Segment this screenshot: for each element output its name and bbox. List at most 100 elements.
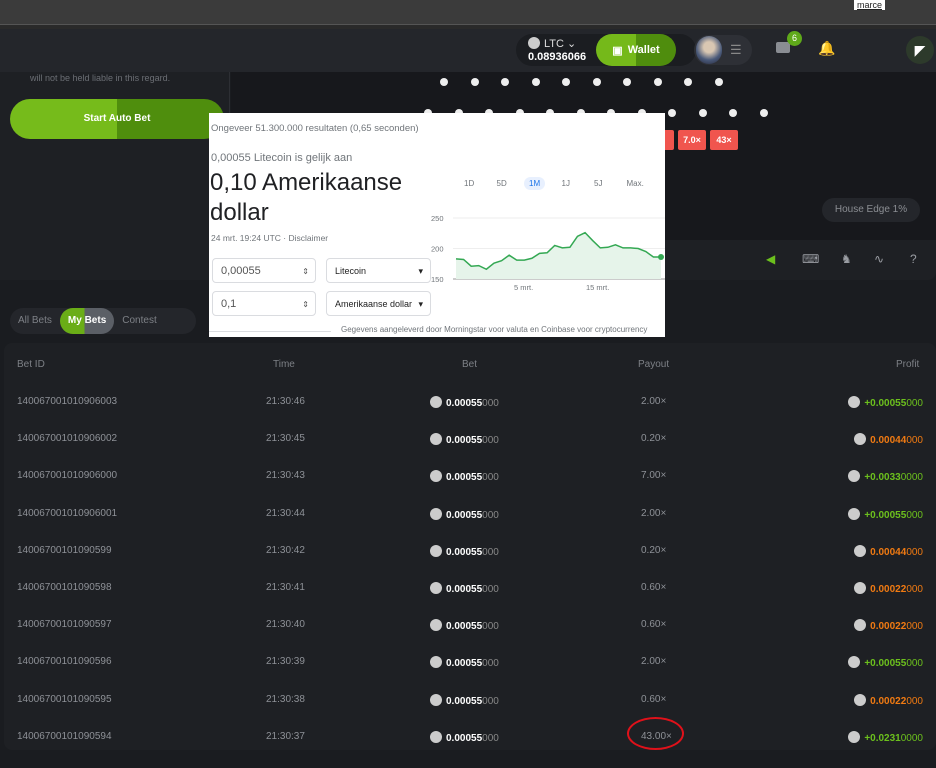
profit-tail: 000	[906, 435, 923, 447]
table-row[interactable]: 14006700101090596 21:30:39 0.00055000 2.…	[0, 656, 936, 693]
profit-tail: 000	[906, 509, 923, 521]
menu-icon[interactable]: ☰	[730, 42, 742, 57]
bet-time: 21:30:46	[266, 396, 305, 407]
profit-tail: 000	[906, 621, 923, 633]
range-tab-1m[interactable]: 1M	[524, 177, 546, 190]
bet-payout: 0.60×	[641, 582, 667, 593]
conversion-timestamp[interactable]: 24 mrt. 19:24 UTC · Disclaimer	[211, 233, 329, 243]
x-tick-label: 15 mrt.	[586, 283, 609, 292]
avatar[interactable]	[696, 36, 722, 64]
mail-count-badge: 6	[787, 31, 802, 46]
litecoin-icon	[854, 544, 867, 557]
table-row[interactable]: 14006700101090597 21:30:40 0.00055000 0.…	[0, 619, 936, 656]
price-chart: 250 200 150 5 mrt. 15 mrt.	[431, 214, 665, 292]
bet-time: 21:30:37	[266, 730, 305, 742]
bet-id[interactable]: 14006700101090599	[17, 544, 112, 556]
table-row[interactable]: 140067001010906003 21:30:46 0.00055000 2…	[0, 396, 936, 433]
mail-icon[interactable]	[776, 42, 790, 53]
bell-icon[interactable]: 🔔	[818, 40, 836, 56]
litecoin-icon	[848, 656, 861, 669]
tab-my-bets[interactable]: My Bets	[59, 308, 115, 334]
table-row[interactable]: 140067001010906001 21:30:44 0.00055000 2…	[0, 507, 936, 545]
stepper-icon[interactable]: ⇕	[302, 300, 309, 309]
stats-icon[interactable]: ∿	[874, 252, 885, 266]
conversion-result: 0,10 Amerikaanse dollar	[210, 169, 403, 226]
bet-profit: 0.00022000	[854, 619, 923, 632]
bet-id[interactable]: 140067001010906001	[17, 507, 118, 519]
to-currency-select[interactable]: Amerikaanse dollar ▾	[326, 291, 431, 316]
house-edge-badge: House Edge 1%	[822, 198, 920, 222]
litecoin-icon	[848, 396, 861, 408]
litecoin-icon	[854, 433, 867, 446]
litecoin-icon	[848, 730, 861, 743]
start-auto-bet-button[interactable]: Start Auto Bet	[10, 99, 224, 139]
y-tick-label: 150	[431, 275, 444, 284]
range-tab-1j[interactable]: 1J	[561, 179, 570, 188]
bet-profit: +0.02310000	[848, 730, 923, 744]
bets-table	[4, 343, 936, 750]
table-row[interactable]: 14006700101090595 21:30:38 0.00055000 0.…	[0, 693, 936, 731]
bet-id[interactable]: 140067001010906002	[17, 433, 118, 445]
bet-id[interactable]: 14006700101090595	[17, 693, 112, 705]
column-header-bet: Bet	[462, 359, 478, 370]
stepper-icon[interactable]: ⇕	[302, 267, 309, 276]
plinko-peg	[623, 78, 631, 86]
keyboard-icon[interactable]: ⌨	[802, 252, 820, 266]
bet-amount-main: 0.00055	[446, 435, 483, 447]
litecoin-icon	[430, 656, 442, 669]
tab-contest[interactable]: Contest	[122, 315, 157, 326]
bet-id[interactable]: 140067001010906000	[17, 470, 118, 482]
plinko-peg	[729, 109, 737, 117]
profit-tail: 000	[906, 584, 923, 595]
browser-toolbar	[0, 0, 936, 25]
range-tab-5j[interactable]: 5J	[594, 179, 603, 188]
bet-amount: 0.00055000	[430, 693, 499, 707]
bet-amount: 0.00055000	[430, 730, 499, 744]
litecoin-icon	[854, 619, 867, 632]
range-tab-max[interactable]: Max.	[626, 179, 644, 188]
site-logo-icon[interactable]: ◤	[906, 36, 934, 64]
bet-id[interactable]: 14006700101090598	[17, 582, 112, 593]
dropdown-arrow-icon: ▾	[418, 266, 423, 276]
help-icon[interactable]: ?	[910, 252, 917, 266]
table-row[interactable]: 140067001010906002 21:30:45 0.00055000 0…	[0, 433, 936, 470]
currency-selector[interactable]: LTC ⌄	[528, 37, 576, 50]
table-row[interactable]: 14006700101090594 21:30:37 0.00055000 43…	[0, 730, 936, 768]
litecoin-icon	[430, 544, 442, 557]
table-row[interactable]: 14006700101090599 21:30:42 0.00055000 0.…	[0, 544, 936, 582]
browser-user-label[interactable]: marce	[854, 0, 886, 10]
bet-profit: +0.00330000	[848, 470, 923, 483]
table-row[interactable]: 140067001010906000 21:30:43 0.00055000 7…	[0, 470, 936, 507]
bet-id[interactable]: 14006700101090597	[17, 619, 112, 631]
search-results-count: Ongeveer 51.300.000 resultaten (0,65 sec…	[211, 123, 419, 134]
from-currency-select[interactable]: Litecoin ▾	[326, 258, 431, 283]
tab-all-bets[interactable]: All Bets	[18, 315, 52, 326]
bet-id[interactable]: 14006700101090596	[17, 656, 112, 668]
plinko-peg	[714, 78, 723, 86]
browser-divider	[0, 25, 936, 29]
bet-amount-tail: 000	[482, 695, 499, 707]
bet-payout: 0.60×	[641, 693, 667, 705]
fairness-icon[interactable]: ♞	[841, 252, 852, 266]
range-tab-5d[interactable]: 5D	[496, 179, 507, 188]
bet-amount-main: 0.00055	[446, 584, 483, 595]
profit-tail: 0000	[900, 472, 923, 484]
from-amount-input[interactable]: 0,00055 ⇕	[212, 258, 316, 283]
bet-amount-main: 0.00055	[446, 621, 483, 633]
chart-area	[456, 232, 661, 279]
bet-amount-tail: 000	[482, 398, 499, 409]
balance-value: 0.08936066	[528, 51, 587, 63]
column-header-payout: Payout	[638, 359, 670, 370]
bet-id[interactable]: 14006700101090594	[17, 730, 112, 742]
to-amount-input[interactable]: 0,1 ⇕	[212, 291, 316, 316]
wallet-button[interactable]: ▣ Wallet	[596, 34, 676, 66]
profit-main: +0.00055	[864, 398, 907, 409]
table-row[interactable]: 14006700101090598 21:30:41 0.00055000 0.…	[0, 582, 936, 619]
chart-line[interactable]	[455, 231, 661, 271]
bet-id[interactable]: 140067001010906003	[17, 396, 118, 407]
profit-main: 0.00022	[870, 621, 907, 633]
bet-profit: +0.00055000	[848, 507, 923, 521]
range-tab-1d[interactable]: 1D	[464, 179, 475, 188]
litecoin-icon	[854, 693, 867, 706]
sound-icon[interactable]: ◀	[766, 252, 776, 266]
